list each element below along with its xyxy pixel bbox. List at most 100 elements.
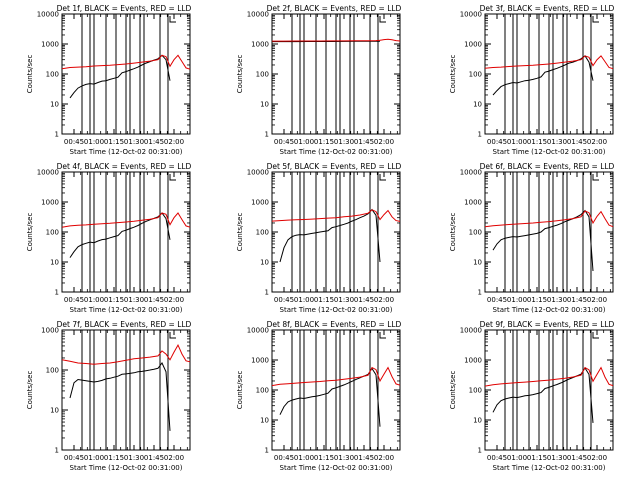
y-tick-label: 1 <box>265 289 269 297</box>
corner-bracket <box>170 332 176 338</box>
x-axis-label: Start Time (12-Oct-02 00:31:00) <box>493 464 606 472</box>
x-axis-label: Start Time (12-Oct-02 00:31:00) <box>493 148 606 156</box>
corner-bracket <box>380 332 386 338</box>
x-tick-label: 01:00 <box>294 138 314 146</box>
x-tick-label: 01:15 <box>527 454 547 462</box>
x-tick-label: 01:45 <box>354 454 374 462</box>
y-tick-label: 10000 <box>460 11 482 19</box>
y-tick-label: 10 <box>50 407 59 415</box>
y-tick-label: 10 <box>473 259 482 267</box>
x-tick-label: 02:00 <box>164 296 184 304</box>
x-tick-label: 00:45 <box>274 296 294 304</box>
x-tick-label: 01:45 <box>567 454 587 462</box>
y-axis-label: Counts/sec <box>449 371 457 410</box>
y-tick-label: 10 <box>473 101 482 109</box>
x-axis-label: Start Time (12-Oct-02 00:31:00) <box>280 464 393 472</box>
y-tick-label: 1 <box>55 447 59 455</box>
y-tick-label: 10 <box>260 259 269 267</box>
x-tick-label: 01:30 <box>124 296 144 304</box>
x-tick-label: 01:00 <box>84 138 104 146</box>
panel-title: Det 7f, BLACK = Events, RED = LLD <box>57 320 192 329</box>
panel-det-9: Det 9f, BLACK = Events, RED = LLD Counts/… <box>449 320 615 472</box>
x-tick-label: 01:30 <box>547 296 567 304</box>
x-tick-label: 01:00 <box>294 296 314 304</box>
y-tick-label: 10000 <box>460 169 482 177</box>
y-tick-label: 1 <box>265 131 269 139</box>
corner-bracket <box>593 174 599 180</box>
y-axis-label: Counts/sec <box>26 371 34 410</box>
x-tick-label: 01:45 <box>354 138 374 146</box>
x-axis-label: Start Time (12-Oct-02 00:31:00) <box>493 306 606 314</box>
y-tick-label: 100 <box>469 229 482 237</box>
events-series-line <box>280 210 380 262</box>
y-tick-label: 100 <box>469 387 482 395</box>
panel-title: Det 3f, BLACK = Events, RED = LLD <box>480 4 615 13</box>
x-tick-label: 01:45 <box>144 296 164 304</box>
y-tick-label: 1 <box>478 131 482 139</box>
x-tick-label: 01:15 <box>104 454 124 462</box>
y-tick-label: 10000 <box>247 327 269 335</box>
y-tick-label: 1000 <box>251 199 269 207</box>
corner-bracket <box>593 16 599 22</box>
events-series-line <box>70 213 170 258</box>
y-tick-label: 10 <box>260 417 269 425</box>
y-tick-label: 1 <box>478 289 482 297</box>
y-tick-label: 10 <box>50 101 59 109</box>
x-tick-label: 00:45 <box>487 454 507 462</box>
y-tick-label: 1000 <box>464 41 482 49</box>
x-tick-label: 01:00 <box>84 296 104 304</box>
x-tick-label: 01:15 <box>314 454 334 462</box>
x-tick-label: 02:00 <box>587 138 607 146</box>
panel-det-4: Det 4f, BLACK = Events, RED = LLDCounts/… <box>26 162 192 314</box>
x-tick-label: 01:30 <box>547 454 567 462</box>
corner-bracket <box>170 174 176 180</box>
y-tick-label: 1 <box>55 131 59 139</box>
panel-det-7: Det 7f, BLACK = Events, RED = LLD Counts/… <box>26 320 192 472</box>
panel-det-2: Det 2f, BLACK = Events, RED = LLD Counts/… <box>236 4 402 156</box>
y-tick-label: 1000 <box>41 327 59 335</box>
x-tick-label: 01:15 <box>527 138 547 146</box>
y-tick-label: 100 <box>46 229 59 237</box>
y-tick-label: 10000 <box>247 11 269 19</box>
x-tick-label: 01:30 <box>124 454 144 462</box>
x-axis-label: Start Time (12-Oct-02 00:31:00) <box>280 148 393 156</box>
x-tick-label: 01:15 <box>314 296 334 304</box>
y-axis-label: Counts/sec <box>26 213 34 252</box>
x-tick-label: 01:00 <box>294 454 314 462</box>
corner-bracket <box>380 16 386 22</box>
x-tick-label: 02:00 <box>374 296 394 304</box>
x-tick-label: 02:00 <box>374 138 394 146</box>
corner-bracket <box>170 16 176 22</box>
x-tick-label: 00:45 <box>274 138 294 146</box>
x-tick-label: 01:45 <box>567 138 587 146</box>
panel-title: Det 9f, BLACK = Events, RED = LLD <box>480 320 615 329</box>
panel-title: Det 5f, BLACK = Events, RED = LLD <box>267 162 402 171</box>
x-tick-label: 01:30 <box>547 138 567 146</box>
y-tick-label: 100 <box>46 367 59 375</box>
y-axis-label: Counts/sec <box>449 213 457 252</box>
y-tick-label: 1000 <box>251 41 269 49</box>
y-tick-label: 100 <box>469 71 482 79</box>
x-tick-label: 01:15 <box>314 138 334 146</box>
panel-title: Det 6f, BLACK = Events, RED = LLD <box>480 162 615 171</box>
x-tick-label: 01:30 <box>334 138 354 146</box>
y-tick-label: 10000 <box>460 327 482 335</box>
x-tick-label: 01:15 <box>104 138 124 146</box>
y-axis-label: Counts/sec <box>449 55 457 94</box>
events-series-line <box>280 369 380 427</box>
x-tick-label: 02:00 <box>164 138 184 146</box>
y-tick-label: 1000 <box>464 357 482 365</box>
y-tick-label: 10 <box>260 101 269 109</box>
y-tick-label: 1 <box>265 447 269 455</box>
y-tick-label: 1000 <box>251 357 269 365</box>
panel-title: Det 2f, BLACK = Events, RED = LLD <box>267 4 402 13</box>
x-axis-label: Start Time (12-Oct-02 00:31:00) <box>70 464 183 472</box>
panel-det-6: Det 6f, BLACK = Events, RED = LLD Counts/… <box>449 162 615 314</box>
x-tick-label: 01:00 <box>507 138 527 146</box>
x-tick-label: 01:45 <box>567 296 587 304</box>
panel-det-3: Det 3f, BLACK = Events, RED = LLD Counts/… <box>449 4 615 156</box>
panel-det-5: Det 5f, BLACK = Events, RED = LLDCounts/… <box>236 162 402 314</box>
y-axis-label: Counts/sec <box>236 55 244 94</box>
x-tick-label: 00:45 <box>487 296 507 304</box>
